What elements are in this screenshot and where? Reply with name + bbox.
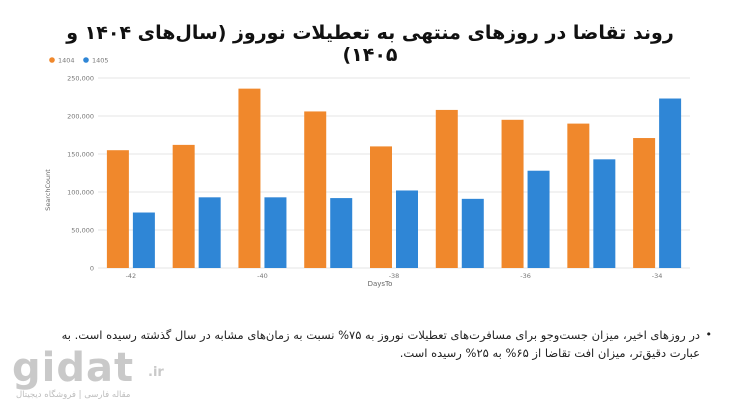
y-tick-label: 100,000 [67,189,94,197]
bar-1405--41 [198,197,221,268]
x-axis-ticks: -42 -40 -38 -36 -34 [126,272,663,280]
bar-1404--34 [633,138,656,268]
bar-1405--38 [396,190,418,268]
bar-1405--37 [461,198,484,268]
y-tick-label: 200,000 [67,113,94,121]
logo-tagline: مقاله فارسی | فروشگاه دیجیتال [16,390,131,400]
bar-1405--42 [132,212,155,268]
bar-1404--39 [304,111,327,268]
x-tick-label: -38 [389,272,400,280]
x-tick-label: -42 [126,272,137,280]
page-title: روند تقاضا در روزهای منتهی به تعطیلات نو… [66,22,674,66]
logo-wordmark: gidat [12,345,135,391]
logo-tld: .ir [148,365,164,380]
bar-1404--37 [435,109,458,268]
bar-1405--39 [330,198,353,268]
chart-legend: 1404 1405 [49,57,109,65]
y-axis-ticks: 0 50,000 100,000 150,000 200,000 250,000 [67,75,94,273]
bar-1404--41 [172,144,195,268]
legend-label: 1404 [58,57,75,65]
y-tick-label: 250,000 [67,75,94,83]
x-tick-label: -34 [652,272,663,280]
bullet-dot-icon: • [705,328,713,341]
bullet-paragraph: • در روزهای اخیر، میزان جست‌وجو برای مسا… [60,326,712,362]
bar-1405--34 [659,98,682,268]
bar-1404--38 [370,146,392,268]
y-tick-label: 0 [90,265,94,273]
bar-1404--40 [238,88,261,268]
chart-bars [106,88,682,268]
y-tick-label: 50,000 [71,227,94,235]
bar-1405--35 [593,159,616,268]
legend-swatch [49,57,55,63]
x-tick-label: -40 [257,272,268,280]
bar-1404--36 [501,119,524,268]
x-tick-label: -36 [520,272,531,280]
bar-1404--35 [567,123,590,268]
y-tick-label: 150,000 [67,151,94,159]
legend-swatch [83,57,89,63]
chart-grid [98,77,690,269]
bar-1405--36 [527,170,550,268]
bar-1405--40 [264,197,287,268]
y-axis-label: SearchCount [44,169,52,211]
watermark-logo: gidat .ir مقاله فارسی | فروشگاه دیجیتال [12,345,172,405]
bullet-text: در روزهای اخیر، میزان جست‌وجو برای مسافر… [61,328,700,360]
bar-1404--42 [106,150,129,268]
x-axis-label: DaysTo [368,280,393,288]
legend-label: 1405 [92,57,109,65]
